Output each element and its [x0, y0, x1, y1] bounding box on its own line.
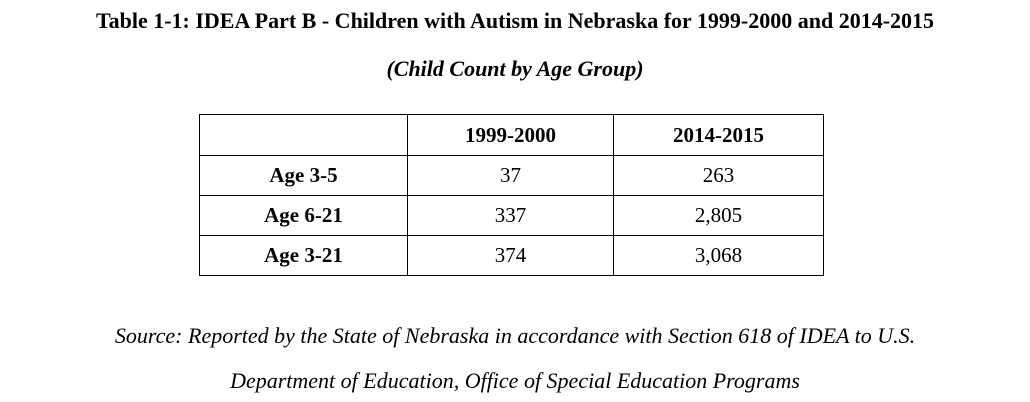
row-label-age-6-21: Age 6-21 — [199, 195, 408, 236]
table-cell: 374 — [407, 235, 614, 276]
table-title: Table 1-1: IDEA Part B - Children with A… — [95, 8, 935, 33]
table-row: Age 3-21 374 3,068 — [199, 235, 824, 276]
table-cell: 37 — [407, 155, 614, 196]
column-header-2014-2015: 2014-2015 — [613, 114, 824, 156]
table-cell: 263 — [613, 155, 824, 196]
data-table: 1999-2000 2014-2015 Age 3-5 37 263 Age 6… — [199, 114, 824, 276]
column-header-1999-2000: 1999-2000 — [407, 114, 614, 156]
row-label-age-3-21: Age 3-21 — [199, 235, 408, 276]
table-cell: 3,068 — [613, 235, 824, 276]
source-note-line-2: Department of Education, Office of Speci… — [230, 368, 800, 393]
row-label-age-3-5: Age 3-5 — [199, 155, 408, 196]
table-cell: 337 — [407, 195, 614, 236]
table-row: Age 6-21 337 2,805 — [199, 195, 824, 236]
table-row: Age 3-5 37 263 — [199, 155, 824, 196]
source-note-line-1: Source: Reported by the State of Nebrask… — [114, 323, 916, 348]
table-subtitle: (Child Count by Age Group) — [386, 56, 644, 81]
column-header-empty — [199, 114, 408, 156]
table-cell: 2,805 — [613, 195, 824, 236]
table-header-row: 1999-2000 2014-2015 — [199, 114, 824, 156]
